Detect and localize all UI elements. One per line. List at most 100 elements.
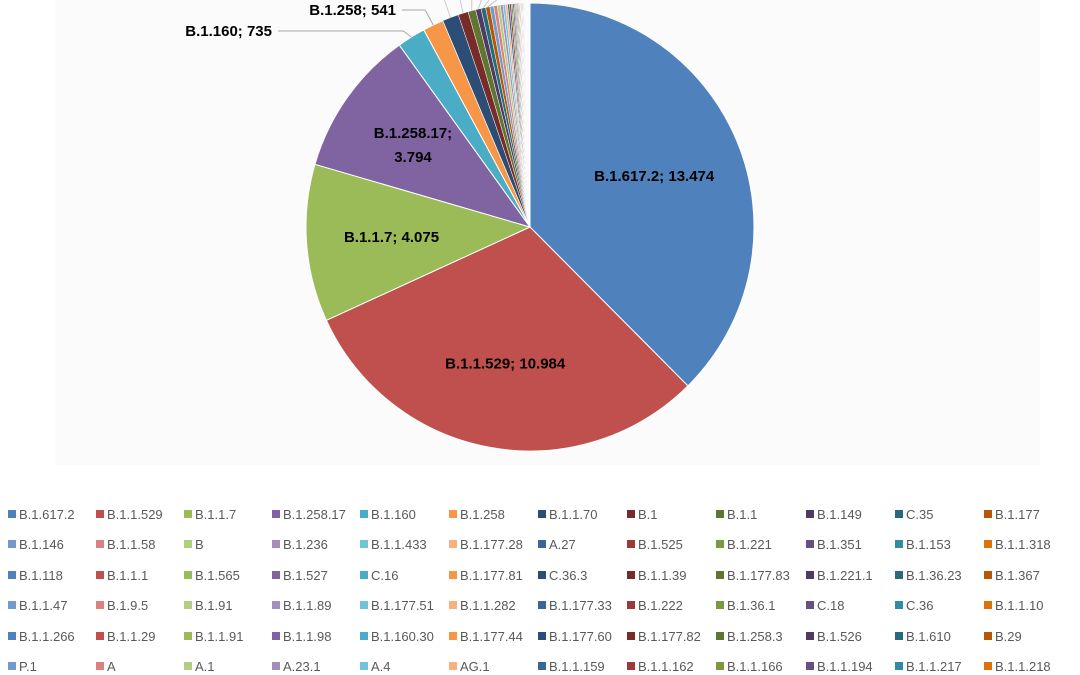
legend-item: B.1.525 bbox=[627, 537, 683, 553]
legend-item: B.1.1.98 bbox=[272, 629, 331, 645]
legend-label: A bbox=[107, 659, 116, 674]
legend-item: B.1.1.10 bbox=[984, 598, 1043, 614]
legend-label: B.1.9.5 bbox=[107, 598, 149, 613]
legend-swatch bbox=[806, 601, 814, 609]
legend-swatch bbox=[895, 540, 903, 548]
pie-slice-b-1-258-17 bbox=[314, 44, 532, 228]
legend-label: B.1.258.3 bbox=[727, 629, 783, 644]
legend-label: B.1.1.162 bbox=[638, 659, 694, 674]
legend-swatch bbox=[184, 662, 192, 670]
legend-label: B.1.1.29 bbox=[107, 629, 156, 644]
legend-item: C.36 bbox=[895, 598, 933, 614]
legend-item: AG.1 bbox=[449, 659, 490, 675]
legend-label: B.1.177.28 bbox=[460, 537, 523, 552]
legend-swatch bbox=[360, 632, 368, 640]
legend-label: B.1.146 bbox=[19, 537, 64, 552]
slice-label-b-1-258: B.1.258; 541 bbox=[309, 2, 396, 19]
legend-item: B.1.526 bbox=[806, 629, 862, 645]
legend-label: B.1.610 bbox=[906, 629, 951, 644]
legend-item: B.1.258.17 bbox=[272, 507, 346, 523]
legend-swatch bbox=[272, 571, 280, 579]
legend-swatch bbox=[895, 510, 903, 518]
legend-label: B.1.1.266 bbox=[19, 629, 75, 644]
legend-swatch bbox=[449, 540, 457, 548]
legend-item: B.1.367 bbox=[984, 568, 1040, 584]
legend-item: B.1.1.433 bbox=[360, 537, 427, 553]
pie-slice-b-1-1-7 bbox=[305, 163, 532, 322]
legend-item: B.1.177 bbox=[984, 507, 1040, 523]
legend-swatch bbox=[984, 510, 992, 518]
legend-label: B.1.177.82 bbox=[638, 629, 701, 644]
legend-item: C.36.3 bbox=[538, 568, 587, 584]
legend-swatch bbox=[272, 510, 280, 518]
legend-item: B.1.1.39 bbox=[627, 568, 686, 584]
legend-label: B.1.351 bbox=[817, 537, 862, 552]
legend-label: B.1.221.1 bbox=[817, 568, 873, 583]
legend-swatch bbox=[984, 632, 992, 640]
legend-label: P.1 bbox=[19, 659, 37, 674]
legend-label: B.1.177.44 bbox=[460, 629, 523, 644]
legend-swatch bbox=[984, 540, 992, 548]
legend-swatch bbox=[360, 540, 368, 548]
legend-item: B.1.1.1 bbox=[96, 568, 148, 584]
legend-item: B.1.258 bbox=[449, 507, 505, 523]
legend-item: B.1.1.266 bbox=[8, 629, 75, 645]
legend-item: B.1.1.159 bbox=[538, 659, 605, 675]
legend-item: B.1.1.47 bbox=[8, 598, 67, 614]
legend-item: B.1.177.83 bbox=[716, 568, 790, 584]
legend-swatch bbox=[538, 510, 546, 518]
legend-label: B.1.367 bbox=[995, 568, 1040, 583]
leader-line bbox=[278, 30, 412, 38]
leader-line bbox=[402, 9, 434, 26]
legend-label: B.1.91 bbox=[195, 598, 233, 613]
legend-swatch bbox=[984, 662, 992, 670]
legend-item: C.18 bbox=[806, 598, 844, 614]
leader-line bbox=[477, 0, 482, 10]
legend-item: B.1.1.70 bbox=[538, 507, 597, 523]
legend-swatch bbox=[716, 632, 724, 640]
legend-swatch bbox=[538, 662, 546, 670]
legend-item: B.1.222 bbox=[627, 598, 683, 614]
legend-item: B.1.177.82 bbox=[627, 629, 701, 645]
legend-item: B.1.527 bbox=[272, 568, 328, 584]
legend-item: B.1.1 bbox=[716, 507, 757, 523]
legend-swatch bbox=[272, 662, 280, 670]
legend-item: B.1.1.91 bbox=[184, 629, 243, 645]
legend-swatch bbox=[360, 571, 368, 579]
legend-item: B.1.177.60 bbox=[538, 629, 612, 645]
legend-swatch bbox=[716, 510, 724, 518]
legend-swatch bbox=[627, 662, 635, 670]
legend-label: B.1.1.91 bbox=[195, 629, 244, 644]
legend-label: B.1.1.433 bbox=[371, 537, 427, 552]
legend-label: B.1.177.33 bbox=[549, 598, 612, 613]
legend-item: B.1.9.5 bbox=[96, 598, 148, 614]
legend-label: B.1.1.89 bbox=[283, 598, 332, 613]
legend-swatch bbox=[627, 632, 635, 640]
legend-swatch bbox=[895, 571, 903, 579]
legend-swatch bbox=[184, 601, 192, 609]
legend-item: A.1 bbox=[184, 659, 215, 675]
legend-item: B.1.1.217 bbox=[895, 659, 962, 675]
legend-swatch bbox=[538, 571, 546, 579]
legend-swatch bbox=[272, 601, 280, 609]
legend-label: B.1.1.318 bbox=[995, 537, 1051, 552]
legend-item: B.1.177.28 bbox=[449, 537, 523, 553]
legend-label: B.1.1.1 bbox=[107, 568, 149, 583]
chart-legend: B.1.617.2 B.1.1.529 B.1.1.7 B.1.258.17 B.1.1… bbox=[0, 505, 1080, 675]
pie-svg: B.1.617.2; 13.474 B.1.1.529; 10.984 B.1.1.… bbox=[185, 0, 754, 451]
legend-label: B.1.1.47 bbox=[19, 598, 68, 613]
slice-label-b-1-160: B.1.160; 735 bbox=[185, 23, 272, 40]
legend-swatch bbox=[538, 601, 546, 609]
legend-swatch bbox=[96, 601, 104, 609]
legend-label: B.1.221 bbox=[727, 537, 772, 552]
legend-item: A.23.1 bbox=[272, 659, 321, 675]
legend-swatch bbox=[895, 632, 903, 640]
legend-label: A.27 bbox=[549, 537, 576, 552]
legend-item: A.4 bbox=[360, 659, 391, 675]
legend-item: B.1.1.162 bbox=[627, 659, 694, 675]
legend-label: C.36 bbox=[906, 598, 934, 613]
legend-item: B.1.351 bbox=[806, 537, 862, 553]
leader-line bbox=[482, 0, 490, 9]
legend-label: B.1.36.23 bbox=[906, 568, 962, 583]
legend-label: B.1.1.7 bbox=[195, 507, 237, 522]
